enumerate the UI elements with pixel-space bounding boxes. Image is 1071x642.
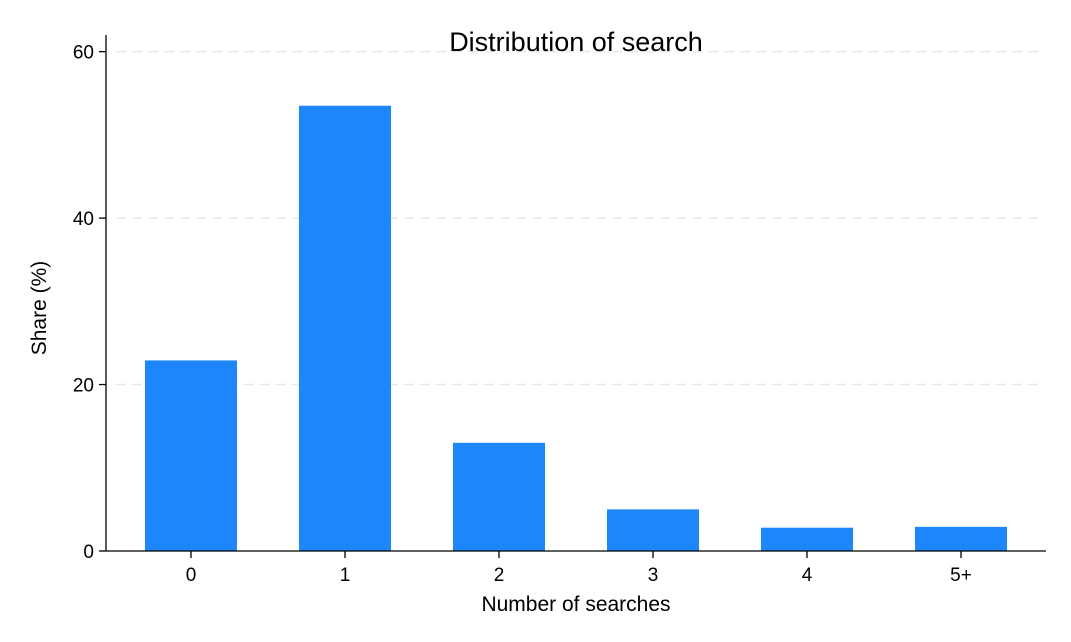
y-tick-label: 40 <box>73 209 94 230</box>
x-tick-label: 1 <box>340 565 351 586</box>
x-ticks: 0 1 2 3 4 5+ <box>186 551 972 586</box>
y-tick-label: 0 <box>83 542 94 563</box>
bar-5+ <box>915 526 1007 551</box>
y-tick-label: 20 <box>73 376 94 397</box>
bar-3 <box>607 509 699 551</box>
y-ticks: 0 20 40 60 <box>73 43 106 563</box>
x-tick-label: 4 <box>802 565 813 586</box>
bar-1 <box>299 105 391 551</box>
bar-4 <box>761 527 853 551</box>
bars <box>145 105 1007 551</box>
y-tick-label: 60 <box>73 43 94 64</box>
bar-0 <box>145 360 237 551</box>
gridlines <box>116 50 1042 386</box>
x-tick-label: 0 <box>186 565 197 586</box>
x-axis-title: Number of searches <box>481 593 670 616</box>
x-tick-label: 3 <box>648 565 659 586</box>
x-tick-label: 5+ <box>950 565 972 586</box>
axes <box>105 35 1046 552</box>
x-tick-label: 2 <box>494 565 505 586</box>
chart-title: Distribution of search <box>449 27 703 57</box>
y-axis-title: Share (%) <box>28 261 51 356</box>
bar-2 <box>453 442 545 551</box>
